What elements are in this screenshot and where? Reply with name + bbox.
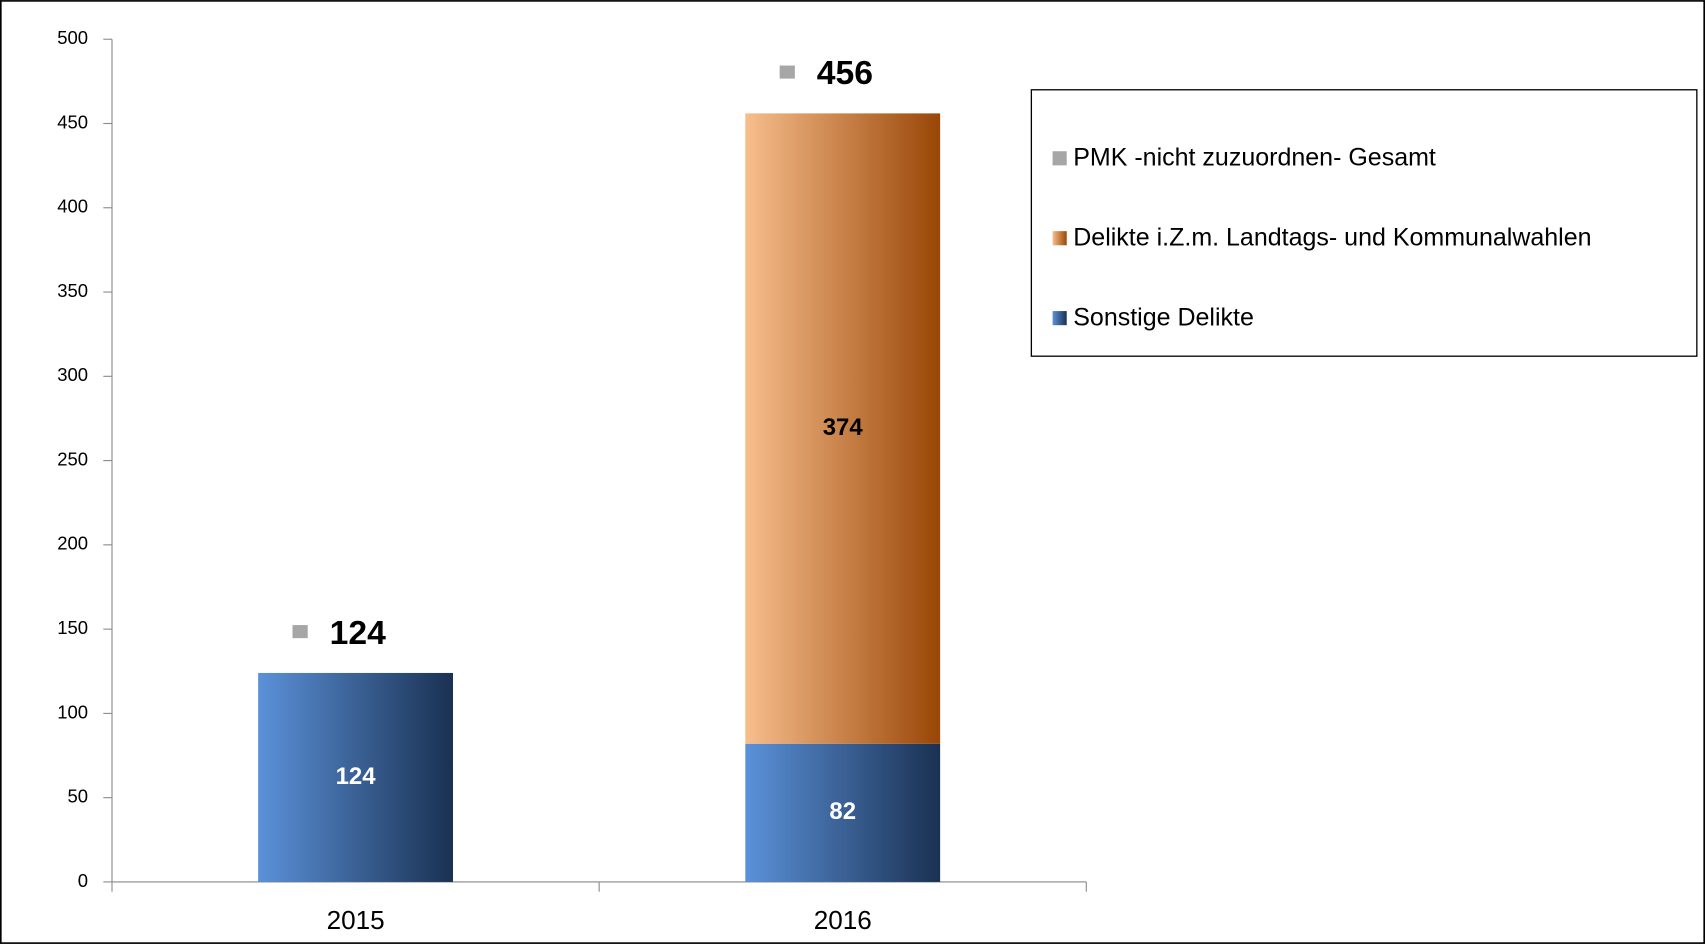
y-tick-label: 450 (57, 111, 88, 132)
total-marker (292, 625, 308, 639)
y-tick-label: 100 (57, 701, 88, 722)
y-tick-label: 500 (57, 27, 88, 48)
total-label: 456 (817, 54, 873, 92)
x-tick-label: 2015 (327, 905, 385, 935)
legend-swatch (1052, 311, 1067, 326)
y-tick-label: 350 (57, 280, 88, 301)
total-marker (779, 65, 795, 79)
y-tick-label: 50 (68, 786, 89, 807)
legend-label: PMK -nicht zuzuordnen- Gesamt (1073, 143, 1436, 171)
value-label: 374 (823, 414, 864, 441)
value-label: 82 (829, 798, 856, 825)
legend-swatch (1052, 151, 1067, 166)
y-tick-label: 300 (57, 364, 88, 385)
y-tick-label: 400 (57, 196, 88, 217)
total-label: 124 (330, 614, 386, 652)
value-label: 124 (336, 763, 377, 790)
x-tick-label: 2016 (814, 905, 872, 935)
y-tick-label: 200 (57, 533, 88, 554)
y-tick-label: 250 (57, 448, 88, 469)
bar-segment (745, 113, 941, 744)
bar-segment (258, 672, 453, 882)
legend-box (1030, 89, 1698, 357)
bar-segment (745, 743, 941, 882)
y-tick-label: 150 (57, 617, 88, 638)
legend-swatch (1052, 231, 1067, 246)
legend-label: Sonstige Delikte (1073, 303, 1254, 331)
y-tick-label: 0 (78, 870, 88, 891)
legend-label: Delikte i.Z.m. Landtags- und Kommunalwah… (1073, 223, 1591, 251)
